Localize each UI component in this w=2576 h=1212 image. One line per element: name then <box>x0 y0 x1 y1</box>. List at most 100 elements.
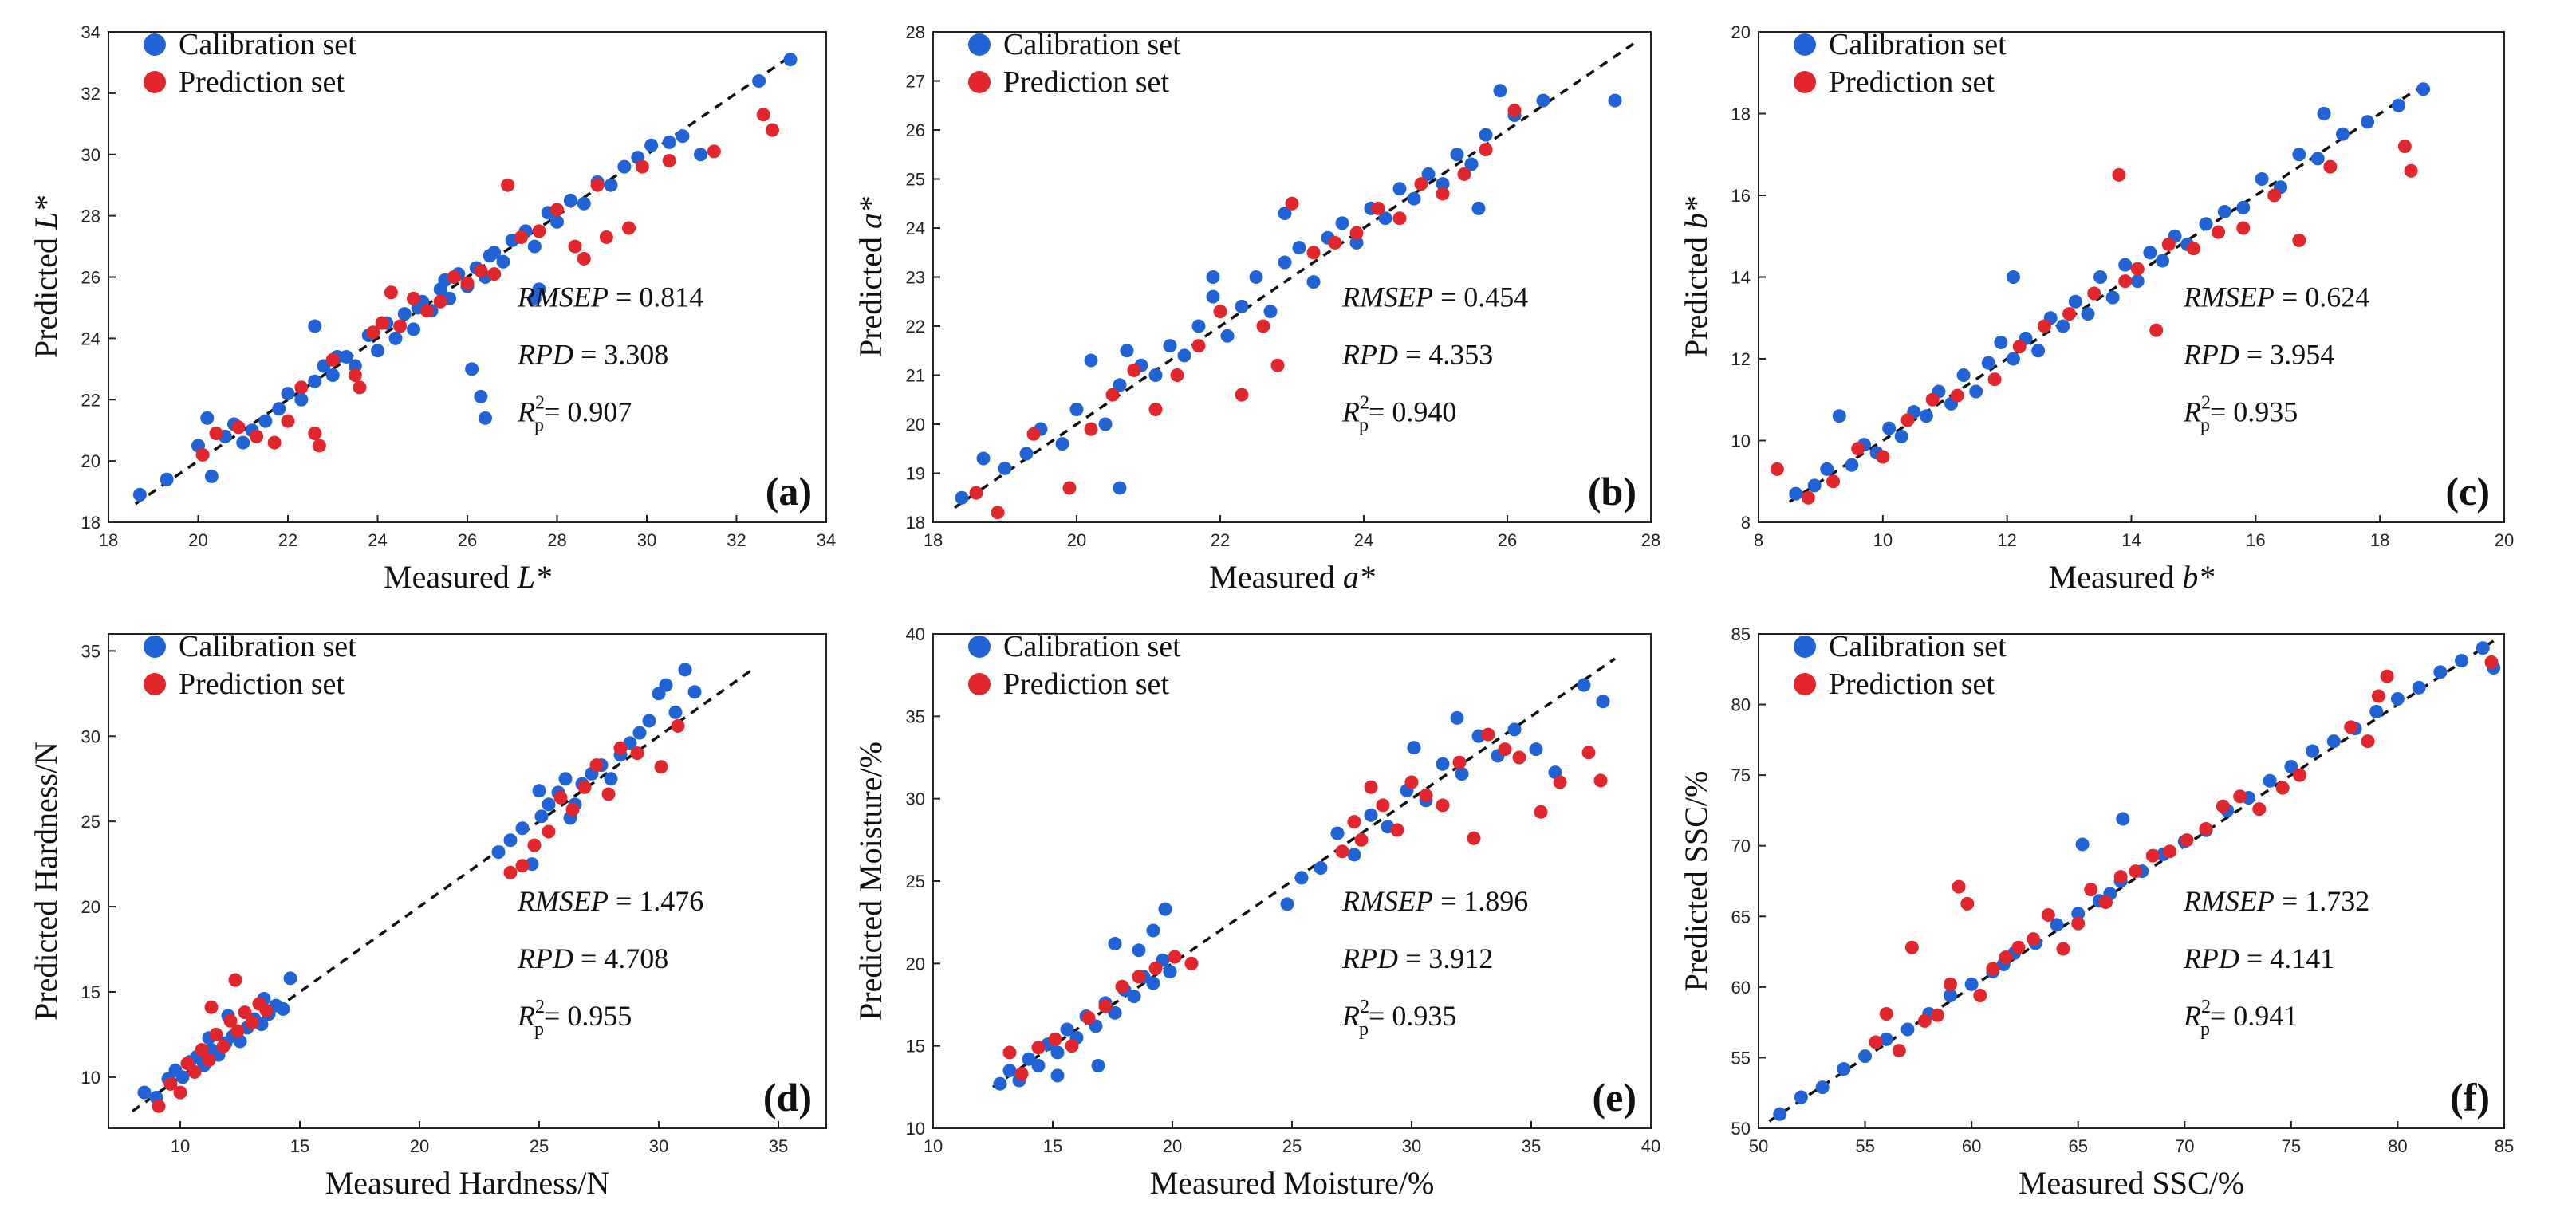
legend-prediction-marker <box>144 673 166 695</box>
prediction-point <box>2252 802 2267 817</box>
calibration-point <box>542 797 556 812</box>
prediction-point <box>474 264 488 278</box>
calibration-point <box>2006 270 2020 284</box>
prediction-point <box>1436 187 1450 201</box>
y-tick-label: 35 <box>906 706 925 726</box>
prediction-point <box>2371 689 2385 703</box>
calibration-point <box>2284 760 2298 774</box>
prediction-point <box>1270 358 1285 372</box>
calibration-point <box>1022 1052 1036 1066</box>
prediction-point <box>2404 163 2418 178</box>
prediction-point <box>613 741 628 755</box>
prediction-point <box>553 790 568 805</box>
calibration-point <box>200 411 215 425</box>
legend-prediction-label: Prediction set <box>1003 667 1169 701</box>
prediction-point <box>1184 956 1199 970</box>
legend-prediction-marker <box>1794 673 1816 695</box>
calibration-point <box>577 196 591 211</box>
calibration-point <box>678 663 692 677</box>
calibration-point <box>258 414 273 428</box>
prediction-point <box>577 251 591 266</box>
calibration-point <box>1858 1049 1873 1064</box>
prediction-point <box>1419 789 1433 803</box>
calibration-point <box>1292 241 1306 255</box>
calibration-point <box>1019 447 1034 461</box>
x-tick-label: 25 <box>1282 1136 1302 1156</box>
prediction-point <box>1801 490 1815 505</box>
prediction-point <box>1987 372 2002 387</box>
y-tick-label: 15 <box>81 982 100 1002</box>
y-tick-label: 70 <box>1731 836 1751 856</box>
panel-letter: (c) <box>2446 469 2491 514</box>
stat-rpd: RPD = 4.141 <box>2183 942 2334 974</box>
panel-letter: (a) <box>766 469 812 514</box>
stat-r2: R2 p= 0.935 <box>1341 997 1456 1040</box>
plot-frame <box>1758 633 2505 1129</box>
y-axis-label: Predicted Moisture/% <box>853 742 888 1021</box>
calibration-point <box>527 239 542 254</box>
prediction-point <box>1498 742 1512 757</box>
x-tick-label: 10 <box>1873 530 1893 550</box>
prediction-point <box>231 420 246 435</box>
prediction-point <box>325 352 340 367</box>
prediction-point <box>1534 805 1548 819</box>
prediction-point <box>223 1013 238 1028</box>
x-tick-label: 24 <box>1354 530 1373 550</box>
calibration-point <box>2050 918 2064 932</box>
prediction-point <box>419 304 434 318</box>
y-tick-label: 12 <box>1731 349 1751 369</box>
x-tick-label: 30 <box>1402 1136 1421 1156</box>
prediction-point <box>1826 474 1840 489</box>
calibration-point <box>1837 1062 1851 1076</box>
calibration-point <box>1994 336 2008 349</box>
y-axis-label: Predicted a* <box>853 197 888 357</box>
prediction-point <box>2212 225 2226 239</box>
calibration-point <box>276 1001 290 1016</box>
x-tick-label: 28 <box>547 530 566 550</box>
panel-c: 8 10 12 14 16 18 20 8 10 12 14 16 18 20 Measured b* Pre… <box>1678 22 2514 595</box>
prediction-point <box>2380 669 2394 683</box>
prediction-point <box>969 486 983 500</box>
calibration-point <box>752 74 766 88</box>
calibration-point <box>2006 352 2020 366</box>
prediction-point <box>2149 323 2164 337</box>
prediction-point <box>1452 755 1467 769</box>
legend-calibration-label: Calibration set <box>179 28 356 61</box>
calibration-point <box>1335 216 1349 230</box>
prediction-point <box>1879 1007 1893 1021</box>
legend-calibration-label: Calibration set <box>1829 28 2007 61</box>
calibration-point <box>1148 368 1163 382</box>
calibration-point <box>1956 368 1971 382</box>
prediction-point <box>2129 864 2143 879</box>
prediction-point <box>1999 950 2013 965</box>
prediction-point <box>447 270 461 284</box>
x-tick-label: 30 <box>649 1136 668 1156</box>
y-tick-label: 28 <box>906 22 925 42</box>
prediction-point <box>1950 388 1964 403</box>
calibration-point <box>1536 93 1550 108</box>
prediction-point <box>2293 768 2307 782</box>
y-tick-label: 15 <box>906 1037 925 1057</box>
calibration-point <box>993 1076 1007 1091</box>
prediction-point <box>433 294 447 309</box>
prediction-point <box>1256 319 1270 333</box>
x-tick-label: 35 <box>1522 1136 1541 1156</box>
calibration-point <box>955 490 969 505</box>
prediction-point <box>2041 908 2055 923</box>
prediction-point <box>527 838 542 852</box>
prediction-point <box>2130 262 2145 276</box>
calibration-point <box>1964 977 1979 991</box>
prediction-point <box>1335 844 1349 859</box>
prediction-point <box>1917 1013 1932 1028</box>
x-tick-label: 18 <box>2370 530 2389 550</box>
calibration-point <box>2071 907 2086 921</box>
y-tick-label: 75 <box>1731 765 1751 785</box>
calibration-point <box>558 772 573 786</box>
calibration-point <box>2292 148 2306 162</box>
calibration-point <box>998 461 1012 475</box>
prediction-point <box>152 1099 166 1113</box>
prediction-point <box>312 439 326 453</box>
x-tick-label: 30 <box>637 530 656 550</box>
y-tick-label: 25 <box>906 872 925 891</box>
y-tick-label: 80 <box>1731 695 1751 715</box>
